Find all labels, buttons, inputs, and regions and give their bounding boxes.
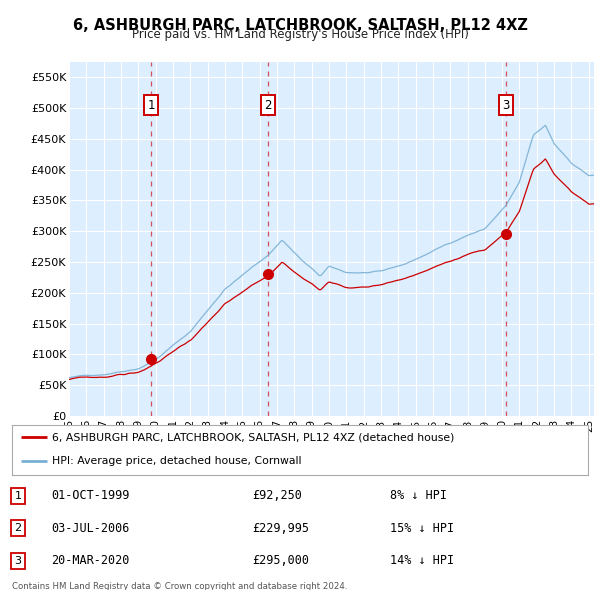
Text: Price paid vs. HM Land Registry's House Price Index (HPI): Price paid vs. HM Land Registry's House …: [131, 28, 469, 41]
Text: 1: 1: [14, 491, 22, 501]
Text: 2: 2: [14, 523, 22, 533]
Text: 3: 3: [502, 99, 509, 112]
Text: £229,995: £229,995: [252, 522, 309, 535]
Text: £92,250: £92,250: [252, 489, 302, 502]
Text: 01-OCT-1999: 01-OCT-1999: [51, 489, 130, 502]
Text: 2: 2: [265, 99, 272, 112]
Text: £295,000: £295,000: [252, 554, 309, 567]
Text: 03-JUL-2006: 03-JUL-2006: [51, 522, 130, 535]
Text: 15% ↓ HPI: 15% ↓ HPI: [390, 522, 454, 535]
Text: Contains HM Land Registry data © Crown copyright and database right 2024.: Contains HM Land Registry data © Crown c…: [12, 582, 347, 590]
Text: 8% ↓ HPI: 8% ↓ HPI: [390, 489, 447, 502]
Text: 20-MAR-2020: 20-MAR-2020: [51, 554, 130, 567]
Text: HPI: Average price, detached house, Cornwall: HPI: Average price, detached house, Corn…: [52, 456, 302, 466]
Text: 3: 3: [14, 556, 22, 566]
Text: 14% ↓ HPI: 14% ↓ HPI: [390, 554, 454, 567]
Text: 6, ASHBURGH PARC, LATCHBROOK, SALTASH, PL12 4XZ: 6, ASHBURGH PARC, LATCHBROOK, SALTASH, P…: [73, 18, 527, 32]
Text: 1: 1: [148, 99, 155, 112]
Text: 6, ASHBURGH PARC, LATCHBROOK, SALTASH, PL12 4XZ (detached house): 6, ASHBURGH PARC, LATCHBROOK, SALTASH, P…: [52, 432, 455, 442]
